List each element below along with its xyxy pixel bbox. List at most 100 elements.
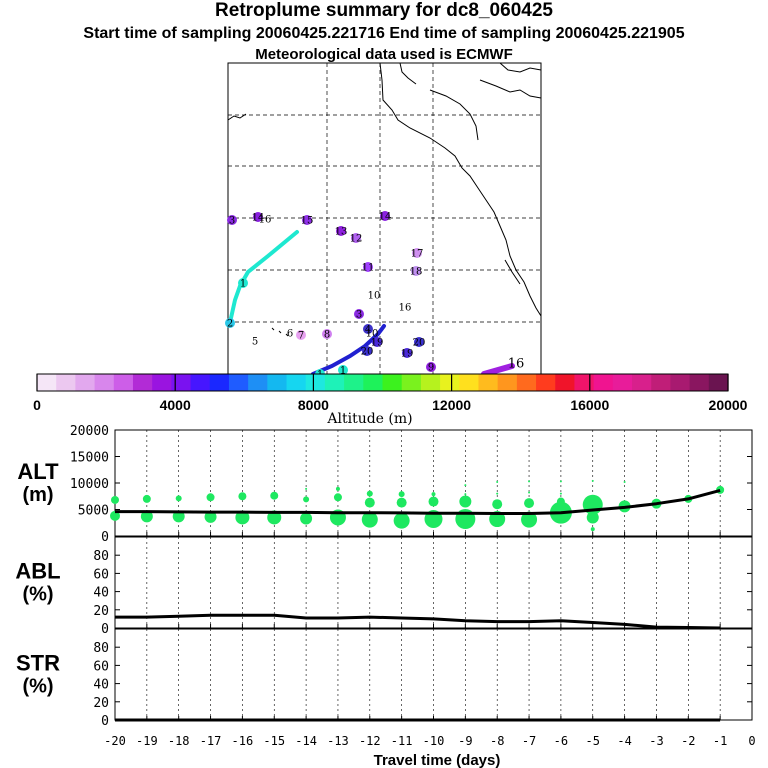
coastline [227, 62, 542, 337]
x-tick-label: -1 [713, 734, 727, 748]
y-tick-label: 0 [101, 622, 109, 637]
altitude-bubble [305, 487, 308, 490]
cluster-marker [426, 362, 436, 372]
colorbar-swatch [420, 374, 441, 391]
cluster-marker [411, 266, 421, 276]
altitude-bubble [267, 510, 282, 525]
str-panel: 0 20 40 60 80 STR(%) [16, 628, 753, 729]
cluster-marker [225, 318, 235, 328]
colorbar-swatch [497, 374, 518, 391]
y-axis-label: ABL [15, 559, 60, 584]
cluster-marker [253, 212, 263, 222]
colorbar-tick-label: 20000 [709, 397, 748, 413]
cluster-label: 11 [362, 263, 375, 274]
altitude-bubble [459, 495, 472, 508]
altitude-bubble [335, 486, 340, 491]
y-tick-label: 60 [93, 567, 109, 582]
colorbar-swatch [363, 374, 384, 391]
cluster-marker [363, 262, 373, 272]
colorbar-tick-label: 12000 [432, 397, 471, 413]
altitude-bubble [590, 527, 595, 532]
colorbar-tick-label: 0 [33, 397, 41, 413]
altitude-bubble [428, 496, 439, 507]
cluster-label: 14 [252, 213, 265, 224]
cluster-label: 7 [298, 331, 304, 342]
altitude-bubble [521, 511, 538, 528]
colorbar-swatch [267, 374, 288, 391]
altitude-bubble [496, 480, 499, 483]
altitude-bubble [559, 492, 562, 495]
altitude-bubble [431, 492, 436, 497]
y-axis-unit: (%) [22, 584, 53, 606]
x-tick-label: -10 [423, 734, 445, 748]
cluster-marker [412, 248, 422, 258]
colorbar-swatch [651, 374, 672, 391]
abl-panel: 0 20 40 60 80 ABL(%) [15, 536, 753, 637]
cluster-label: 17 [411, 249, 424, 260]
altitude-bubble [524, 498, 535, 509]
cluster-label: 2 [227, 319, 233, 330]
altitude-bubble [238, 492, 247, 501]
y-tick-label: 20 [93, 604, 109, 619]
x-tick-label: -8 [490, 734, 504, 748]
cluster-label: 16 [508, 357, 525, 372]
x-tick-label: -6 [554, 734, 568, 748]
colorbar-swatch [171, 374, 192, 391]
x-tick-label: -19 [136, 734, 158, 748]
cluster-label: 20 [413, 338, 426, 349]
altitude-bubble [559, 480, 562, 483]
colorbar-swatch [190, 374, 211, 391]
altitude-bubble [110, 510, 120, 521]
cluster-marker [336, 226, 346, 236]
x-tick-label: -14 [295, 734, 317, 748]
y-tick-label: 60 [93, 659, 109, 674]
colorbar-swatch [209, 374, 230, 391]
time-series-panels: 05000100001500020000ALT(m)020406080ABL(%… [15, 424, 755, 768]
cluster-label: 13 [335, 227, 348, 238]
colorbar-swatch [440, 374, 460, 391]
cluster-label: 3 [229, 216, 235, 227]
altitude-bubble [528, 480, 531, 483]
cluster-marker [414, 337, 424, 347]
x-axis-label: Travel time (days) [374, 752, 501, 768]
cluster-label: 12 [350, 234, 363, 245]
colorbar-swatch [382, 374, 403, 391]
altitude-bubble [489, 511, 506, 528]
altitude-bubble [303, 496, 310, 503]
y-tick-label: 20000 [70, 424, 109, 439]
cluster-marker [338, 365, 348, 375]
colorbar-swatch [305, 374, 326, 391]
colorbar-swatch [459, 374, 480, 391]
altitude-bubble [333, 493, 342, 502]
altitude-bubble [496, 492, 499, 495]
series-line [115, 613, 721, 630]
x-tick-label: -13 [327, 734, 349, 748]
colorbar-swatch [689, 374, 710, 391]
colorbar-swatch [228, 374, 249, 391]
chart-title: Retroplume summary for dc8_060425 [215, 0, 553, 21]
x-tick-label: 0 [748, 734, 755, 748]
x-tick-label: -11 [391, 734, 413, 748]
cluster-marker [402, 348, 412, 358]
y-axis-label: STR [16, 651, 60, 676]
x-tick-label: -4 [617, 734, 631, 748]
y-tick-label: 40 [93, 586, 109, 601]
y-tick-label: 15000 [70, 451, 109, 466]
altitude-bubble [270, 491, 279, 500]
cluster-label: 19 [401, 349, 414, 360]
y-tick-label: 0 [101, 714, 109, 729]
cluster-marker [372, 337, 382, 347]
altitude-bubble [556, 497, 565, 506]
cluster-marker [362, 346, 372, 356]
cluster-label: 20 [361, 347, 374, 358]
colorbar-swatch [56, 374, 76, 391]
colorbar-swatch [632, 374, 652, 391]
y-tick-label: 5000 [78, 504, 109, 519]
cluster-label: 3 [356, 310, 362, 321]
cluster-label: 8 [324, 330, 330, 341]
cluster-label: 1 [240, 279, 246, 290]
altitude-colorbar: 0 4000 8000 12000 16000 20000 Altitude (m) [33, 373, 748, 427]
cluster-label: 19 [371, 338, 384, 349]
cluster-label: 9 [428, 363, 434, 374]
